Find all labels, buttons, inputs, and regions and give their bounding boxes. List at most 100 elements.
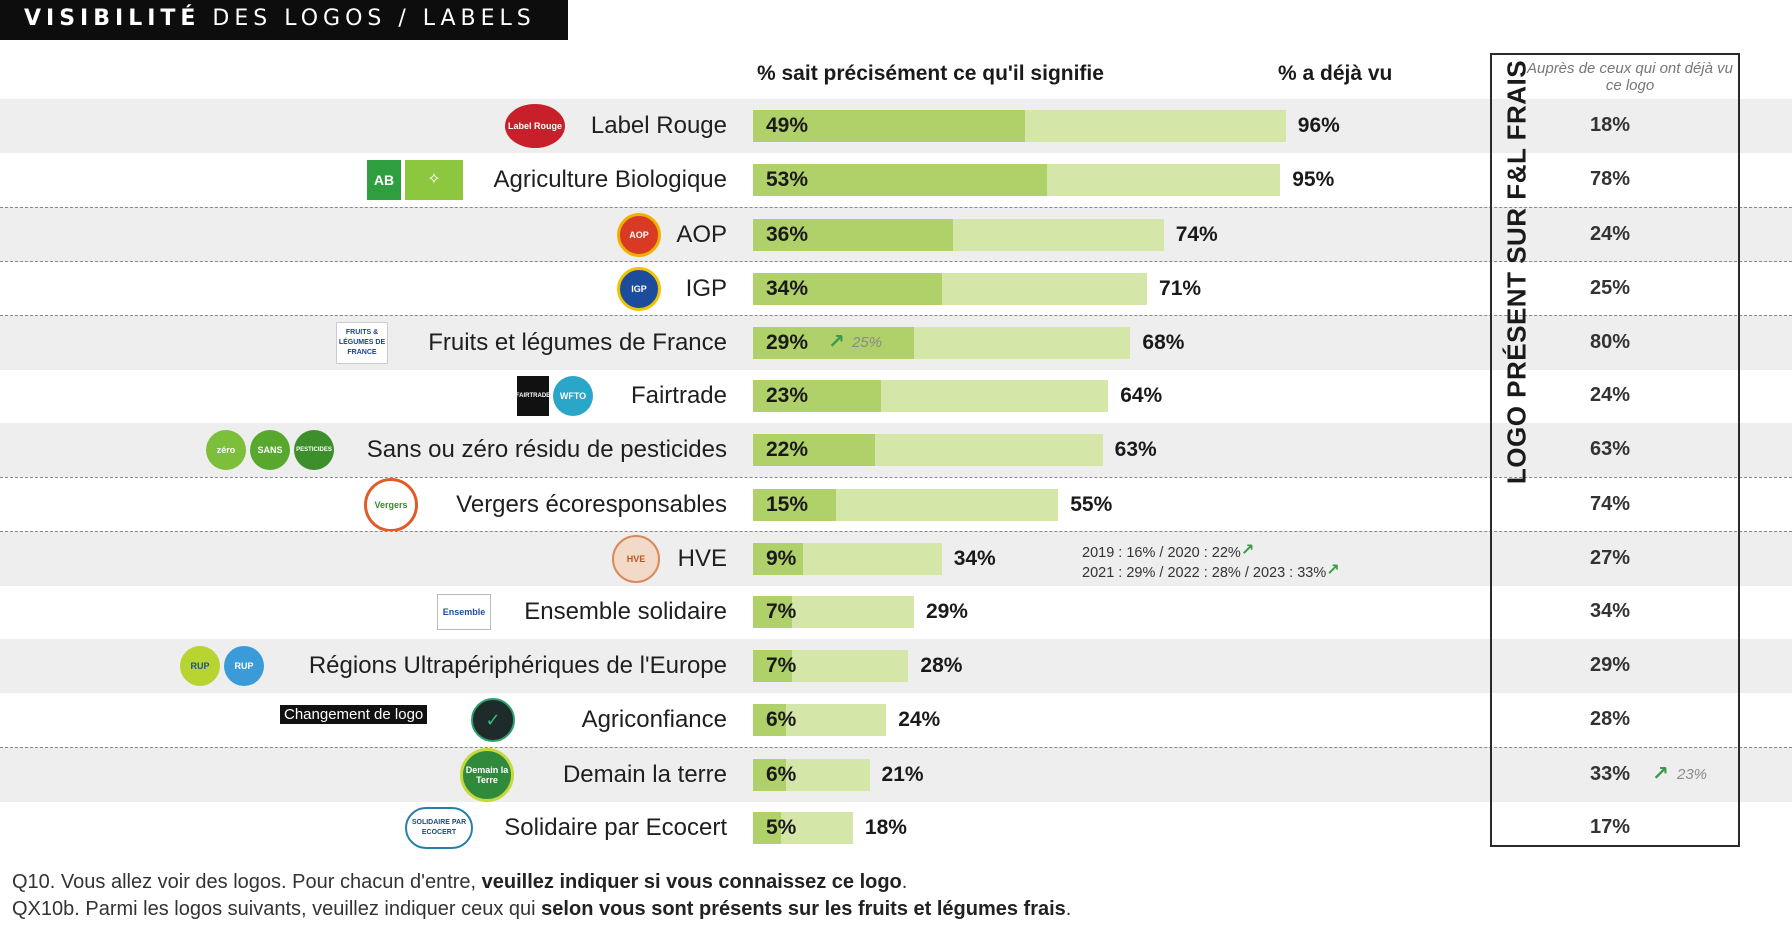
label-present: 24% xyxy=(1589,384,1631,406)
footnote-qx10b-bold: selon vous sont présents sur les fruits … xyxy=(541,898,1066,920)
ensemble-icon: Ensemble xyxy=(437,594,491,630)
page-title-bold: VISIBILITÉ xyxy=(24,6,201,31)
row-label: Fairtrade xyxy=(630,382,727,409)
label-seen: 63% xyxy=(1114,438,1157,461)
label-seen: 71% xyxy=(1159,277,1202,300)
row-fruits-legumes-france: FRUITS & LÉGUMES DE FRANCE Fruits et lég… xyxy=(0,315,1792,370)
previous-value-annotation: 25% xyxy=(852,334,883,351)
demain-la-terre-logo: Demain la Terre xyxy=(460,748,514,802)
label-knows: 9% xyxy=(766,547,797,570)
footnote-q10: Q10. Vous allez voir des logos. Pour cha… xyxy=(12,871,907,894)
label-seen: 68% xyxy=(1142,331,1185,354)
hve-history-line1: 2019 : 16% / 2020 : 22%↗ xyxy=(1082,542,1254,562)
row-label: Solidaire par Ecocert xyxy=(504,814,727,841)
row-sans-residu: zéro SANS PESTICIDES Sans ou zéro résidu… xyxy=(0,423,1792,477)
ecocert-icon: SOLIDAIRE PAR ECOCERT xyxy=(405,807,473,849)
bar-knows xyxy=(753,273,942,305)
bar-knows xyxy=(753,164,1048,196)
label-seen: 55% xyxy=(1070,493,1113,516)
label-seen: 34% xyxy=(953,547,996,570)
column-header-among-seen: Auprès de ceux qui ont déjà vu ce logo xyxy=(1527,60,1733,94)
page-title: VISIBILITÉ DES LOGOS / LABELS xyxy=(24,6,536,31)
label-knows: 53% xyxy=(766,168,809,191)
arrow-up-icon: ↗ xyxy=(1652,763,1669,785)
vergers-logo: Vergers xyxy=(364,478,418,532)
row-hve: HVE HVE 9% 34% 2019 : 16% / 2020 : 22%↗ … xyxy=(0,531,1792,586)
hve-history-line2: 2021 : 29% / 2022 : 28% / 2023 : 33%↗ xyxy=(1082,562,1340,582)
rup-quality-icon-2: RUP xyxy=(224,646,264,686)
bar-knows xyxy=(753,704,787,736)
bar-knows xyxy=(753,110,1025,142)
hve-history-line1-text: 2019 : 16% / 2020 : 22% xyxy=(1082,545,1241,561)
fairtrade-logo: FAIRTRADE WFTO xyxy=(516,375,593,417)
igp-logo: IGP xyxy=(617,267,661,311)
rup-logo: RUP RUP xyxy=(180,645,264,687)
row-regions-ultraperipheriques: RUP RUP Régions Ultrapériphériques de l'… xyxy=(0,639,1792,693)
footnote-q10-prefix: Q10. Vous allez voir des logos. Pour cha… xyxy=(12,871,482,893)
vergers-icon: Vergers xyxy=(364,478,418,532)
label-knows: 5% xyxy=(766,816,797,839)
label-present: 25% xyxy=(1589,277,1631,299)
label-knows: 15% xyxy=(766,493,809,516)
bar-knows xyxy=(753,596,792,628)
row-demain-la-terre: Demain la Terre Demain la terre 6% 21% 3… xyxy=(0,747,1792,802)
page-title-rest: DES LOGOS / LABELS xyxy=(200,6,536,31)
ab-icon: AB xyxy=(367,160,401,200)
sans-pesticides-icon: PESTICIDES xyxy=(294,430,334,470)
bar-knows xyxy=(753,489,837,521)
row-vergers: Vergers Vergers écoresponsables 15% 55% … xyxy=(0,477,1792,532)
bar-knows xyxy=(753,327,914,359)
igp-icon: IGP xyxy=(617,267,661,311)
row-label: IGP xyxy=(685,275,727,302)
row-label: Label Rouge xyxy=(590,112,727,139)
row-label: HVE xyxy=(677,545,727,572)
footnote-qx10b-prefix: QX10b. Parmi les logos suivants, veuille… xyxy=(12,898,542,920)
label-present: 63% xyxy=(1589,438,1631,460)
label-rouge-logo: Label Rouge xyxy=(505,104,565,148)
bar-knows xyxy=(753,812,781,844)
row-label: AOP xyxy=(676,221,727,248)
bar-knows xyxy=(753,380,881,412)
label-present: 33% xyxy=(1589,763,1631,785)
row-label: Régions Ultrapériphériques de l'Europe xyxy=(308,652,727,679)
label-seen: 21% xyxy=(881,763,924,786)
label-present: 27% xyxy=(1589,547,1631,569)
label-knows: 23% xyxy=(766,384,809,407)
hve-history-line2-text: 2021 : 29% / 2022 : 28% / 2023 : 33% xyxy=(1082,565,1327,581)
row-label: Ensemble solidaire xyxy=(524,598,727,625)
row-label: Agriculture Biologique xyxy=(493,166,727,193)
label-knows: 22% xyxy=(766,438,809,461)
row-fairtrade: FAIRTRADE WFTO Fairtrade 23% 64% 24% xyxy=(0,369,1792,423)
bar-knows xyxy=(753,650,792,682)
ensemble-logo: Ensemble xyxy=(437,591,491,633)
label-knows: 6% xyxy=(766,708,797,731)
label-present: 78% xyxy=(1589,168,1631,190)
arrow-up-icon: ↗ xyxy=(828,331,845,353)
ab-logo: AB ✧ xyxy=(367,159,463,201)
demain-la-terre-icon: Demain la Terre xyxy=(460,748,514,802)
logo-present-title-text: LOGO PRÉSENT SUR F&L FRAIS xyxy=(1501,59,1532,485)
label-knows: 34% xyxy=(766,277,809,300)
agriconfiance-logo: ✓ xyxy=(471,698,515,742)
label-seen: 95% xyxy=(1292,168,1335,191)
footnote-q10-suffix: . xyxy=(901,871,908,893)
bar-knows xyxy=(753,543,803,575)
row-label: Fruits et légumes de France xyxy=(428,329,727,356)
label-present: 24% xyxy=(1589,223,1631,245)
arrow-up-icon: ↗ xyxy=(1326,562,1340,579)
header-band xyxy=(0,0,568,40)
label-seen: 96% xyxy=(1297,114,1340,137)
label-rouge-icon: Label Rouge xyxy=(505,104,565,148)
label-present: 28% xyxy=(1589,708,1631,730)
column-header-knows: % sait précisément ce qu'il signifie xyxy=(757,62,1104,85)
aop-logo: AOP xyxy=(617,213,661,257)
row-solidaire-ecocert: SOLIDAIRE PAR ECOCERT Solidaire par Ecoc… xyxy=(0,801,1792,855)
arrow-up-icon: ↗ xyxy=(1240,542,1255,559)
row-label: Agriconfiance xyxy=(581,706,727,733)
label-knows: 6% xyxy=(766,763,797,786)
hve-logo: HVE xyxy=(612,535,660,583)
aop-icon: AOP xyxy=(617,213,661,257)
sans-residu-icon: SANS xyxy=(250,430,290,470)
label-seen: 29% xyxy=(925,600,968,623)
row-igp: IGP IGP 34% 71% 25% xyxy=(0,261,1792,316)
